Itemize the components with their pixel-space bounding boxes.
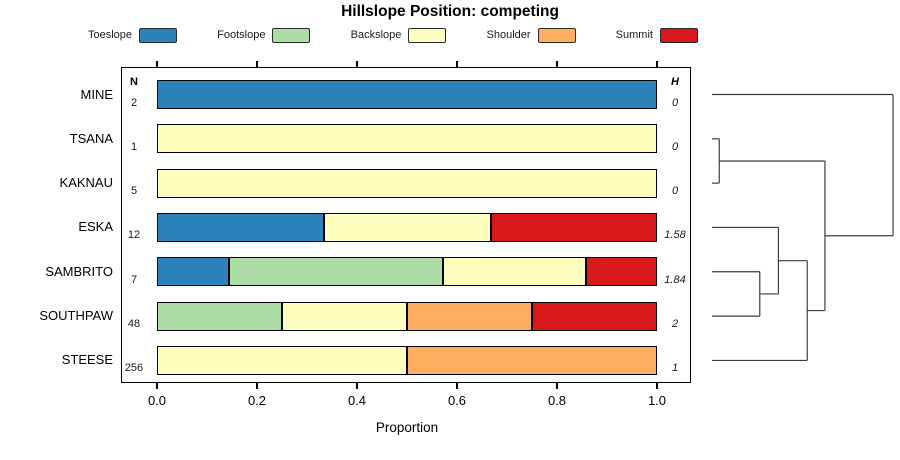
x-tick-label: 0.8 [547,393,567,408]
legend-label: Toeslope [88,29,133,41]
x-tick-label: 0.2 [247,393,267,408]
bar-segment-toeslope [157,257,229,287]
h-value: 1.84 [664,273,686,286]
top-tick [456,61,458,67]
bar-row-tsana [157,124,657,154]
h-value: 2 [671,318,679,331]
bar-row-sambrito [157,257,657,287]
legend-label: Backslope [350,29,402,41]
h-value: 1.58 [664,229,686,242]
legend-item-toeslope: Toeslope [88,27,178,43]
n-value: 256 [124,362,144,375]
bar-segment-backslope [157,124,657,154]
chart-title: Hillslope Position: competing [341,3,559,20]
h-value: 1 [671,362,679,375]
bar-row-mine [157,80,657,109]
legend-item-summit: Summit [615,27,698,43]
row-label-tsana: TSANA [69,130,113,146]
bar-row-steese [157,345,657,375]
row-label-southpaw: SOUTHPAW [39,308,113,324]
x-tick-label: 0.0 [147,393,167,408]
bar-segment-backslope [157,168,657,198]
bar-row-eska [157,212,657,242]
bottom-tick [156,383,158,389]
top-tick [356,61,358,67]
x-tick-label: 1.0 [647,393,667,408]
bar-segment-toeslope [157,212,324,242]
h-value: 0 [671,185,679,198]
bar-segment-backslope [282,301,407,331]
top-tick [656,61,658,67]
legend-swatch-shoulder [537,27,576,43]
n-column-header: N [130,76,138,88]
bar-segment-footslope [228,257,443,287]
legend-label: Shoulder [486,29,531,41]
bar-segment-summit [585,257,657,287]
h-value: 0 [671,96,679,109]
legend-item-shoulder: Shoulder [486,27,576,43]
bar-segment-shoulder [407,301,532,331]
n-value: 7 [130,273,138,286]
bottom-tick [356,383,358,389]
legend-label: Summit [615,29,653,41]
row-label-eska: ESKA [78,219,113,235]
bar-segment-footslope [157,301,282,331]
bottom-tick [256,383,258,389]
legend-item-backslope: Backslope [350,27,447,43]
legend-item-footslope: Footslope [217,27,311,43]
bottom-tick [456,383,458,389]
h-column-header: H [671,76,679,88]
n-value: 1 [130,140,138,153]
bar-segment-backslope [442,257,586,287]
row-label-sambrito: SAMBRITO [45,263,113,279]
x-axis-label: Proportion [375,420,439,435]
row-label-kaknau: KAKNAU [59,175,113,191]
legend-swatch-summit [659,27,698,43]
bar-segment-summit [490,212,657,242]
bar-segment-summit [532,301,657,331]
legend-swatch-backslope [408,27,447,43]
legend: Toeslope Footslope Backslope Shoulder Summit [88,26,698,44]
top-tick [156,61,158,67]
n-value: 5 [130,185,138,198]
bar-segment-shoulder [407,345,657,375]
plot-box [121,67,691,383]
bar-row-southpaw [157,301,657,331]
n-value: 2 [130,96,138,109]
top-tick [256,61,258,67]
bar-row-kaknau [157,168,657,198]
n-value: 12 [127,229,141,242]
row-label-mine: MINE [80,86,114,102]
legend-swatch-footslope [272,27,311,43]
n-value: 48 [127,318,141,331]
bar-segment-backslope [157,345,407,375]
bar-segment-toeslope [157,80,657,109]
legend-swatch-toeslope [139,27,178,43]
legend-label: Footslope [217,29,266,41]
x-tick-label: 0.4 [347,393,367,408]
bar-segment-backslope [323,212,491,242]
x-tick-label: 0.6 [447,393,467,408]
top-tick [556,61,558,67]
row-label-steese: STEESE [61,352,113,368]
bottom-tick [556,383,558,389]
h-value: 0 [671,140,679,153]
bottom-tick [656,383,658,389]
